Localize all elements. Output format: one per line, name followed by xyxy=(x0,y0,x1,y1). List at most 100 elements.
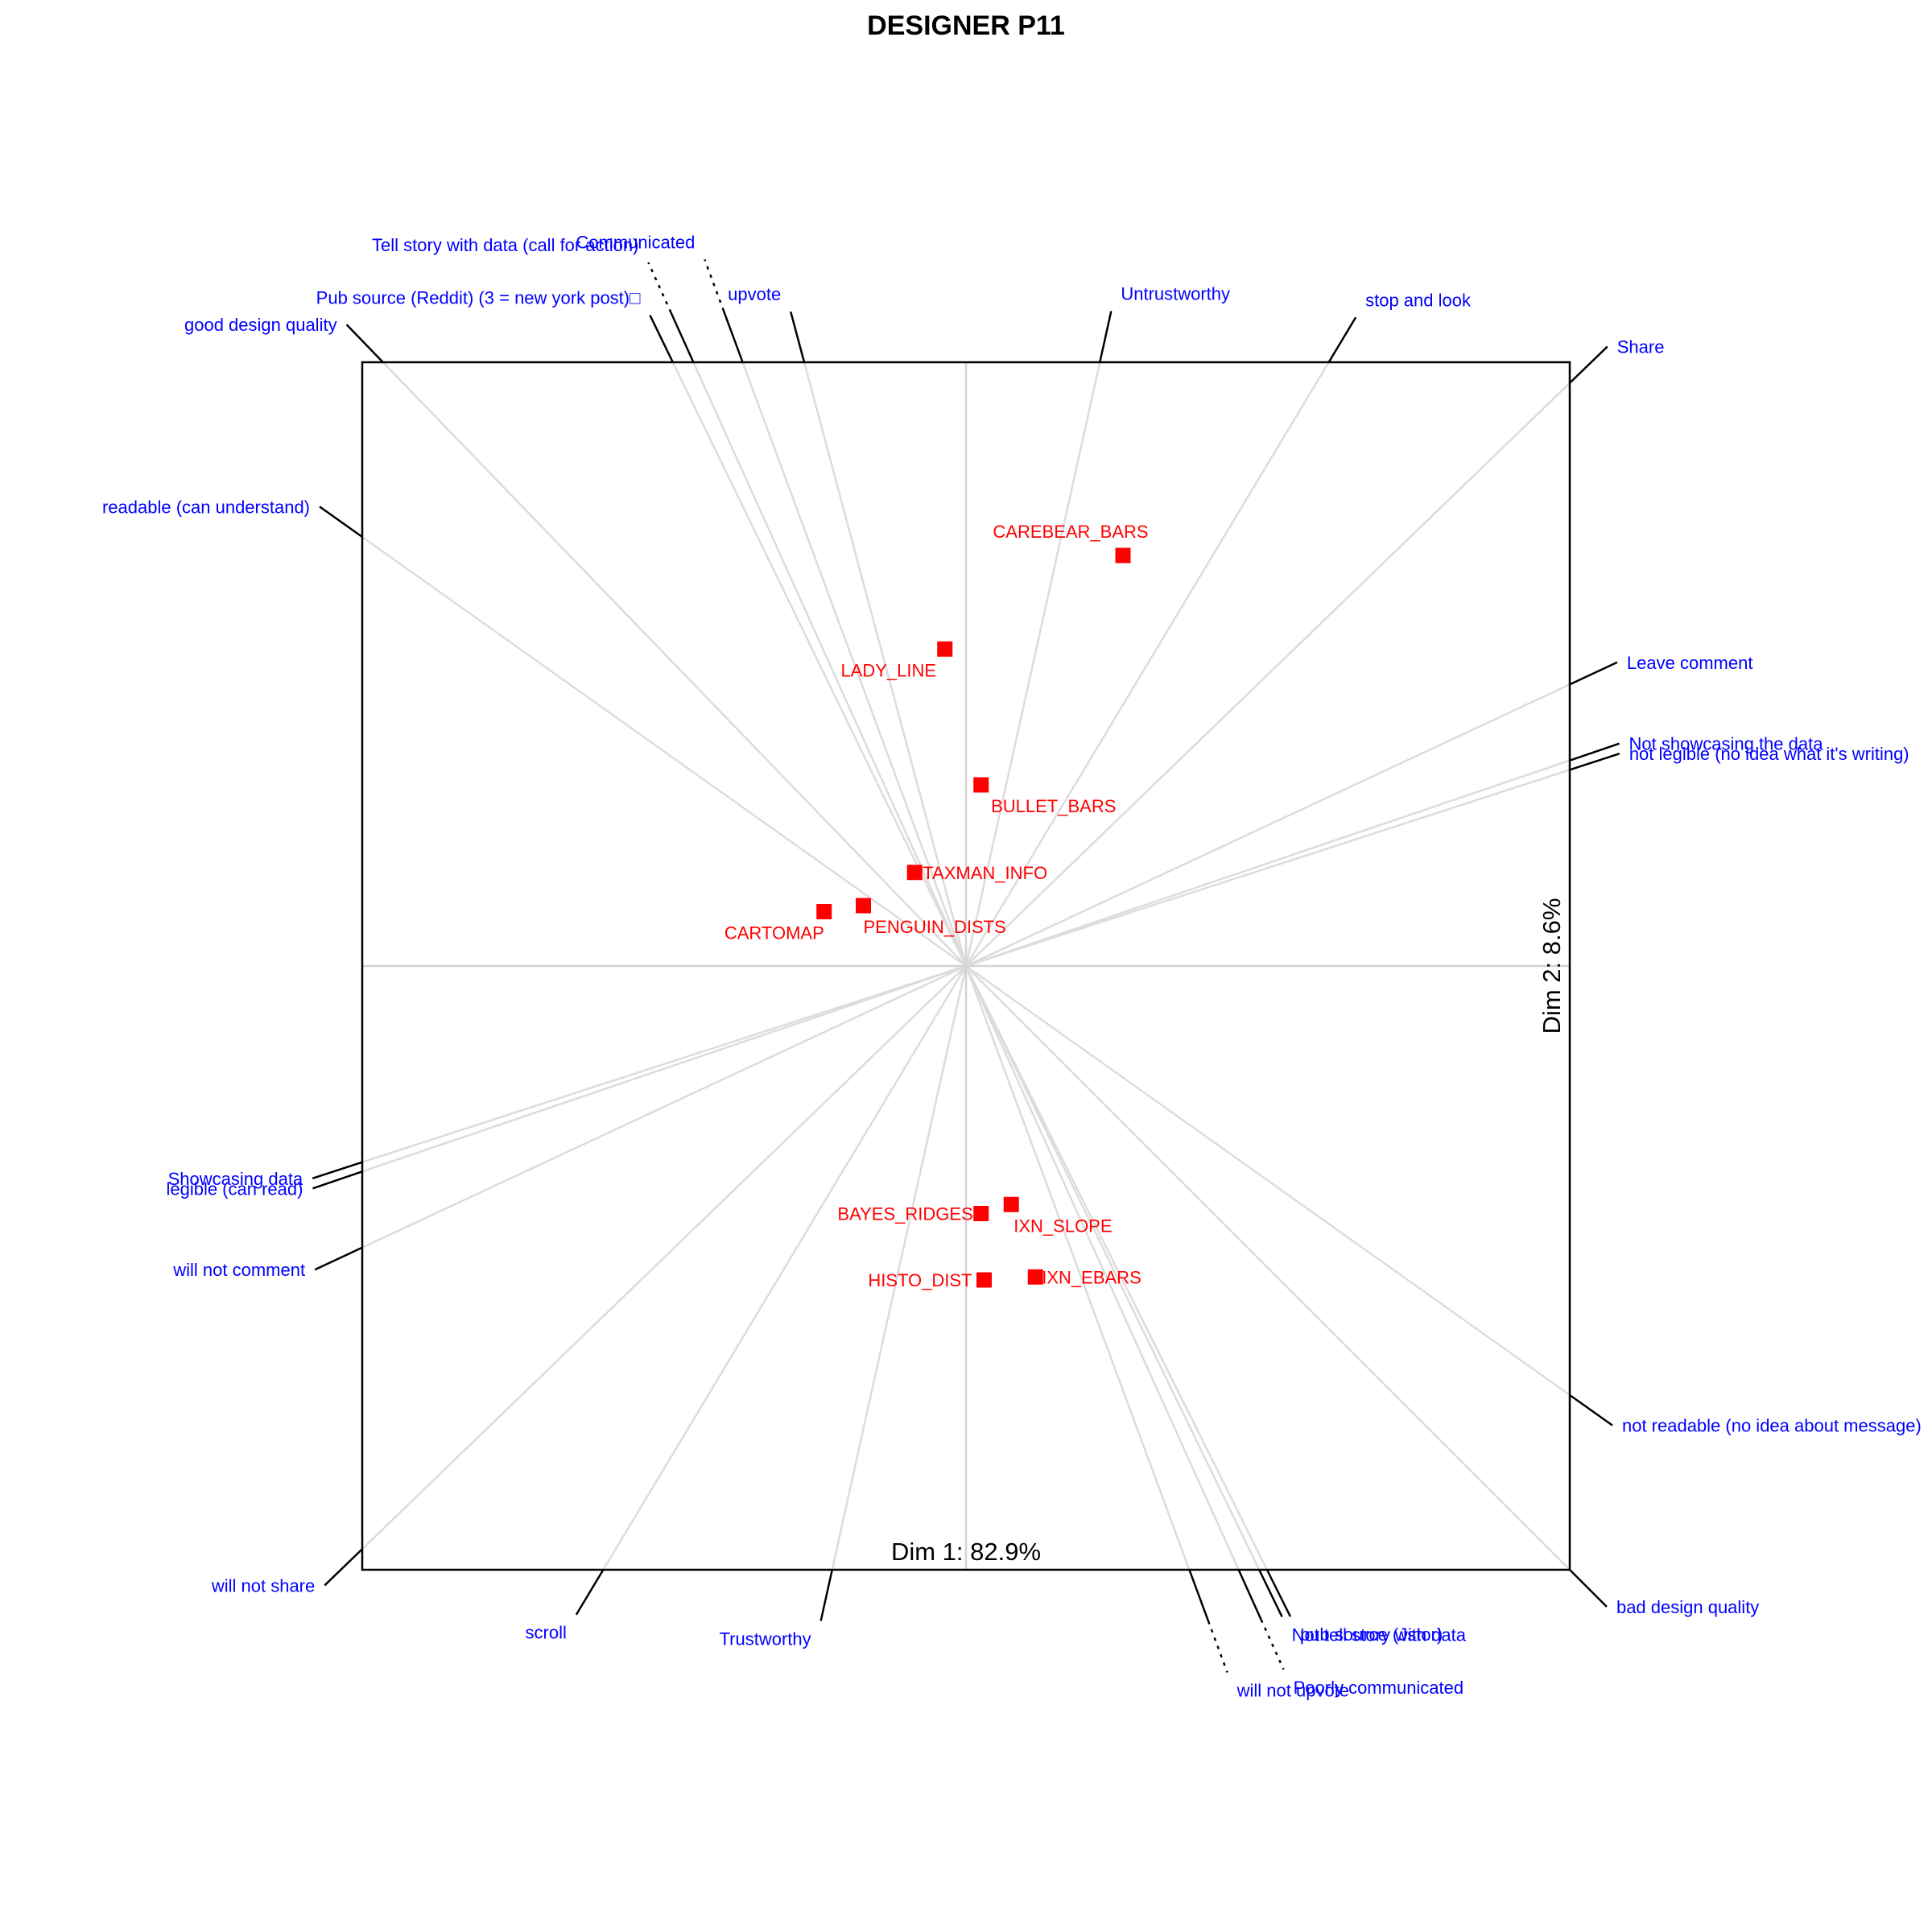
element-label-carebear-bars: CAREBEAR_BARS xyxy=(993,522,1148,542)
pole-tick-pub-source-reddit-3-new-york-post xyxy=(649,314,674,363)
construct-line-not-legible-no-idea-what-it-s-writing xyxy=(965,769,1571,968)
element-label-lady-line: LADY_LINE xyxy=(840,660,936,680)
pole-label-will-not-share: will not share xyxy=(211,1575,315,1596)
element-point-carebear-bars xyxy=(1115,547,1131,564)
pole-tick-will-not-share xyxy=(324,1548,363,1587)
element-label-penguin-dists: PENGUIN_DISTS xyxy=(864,917,1006,937)
element-point-penguin-dists xyxy=(856,898,871,914)
x-axis-label: Dim 1: 82.9% xyxy=(891,1538,1041,1566)
element-point-lady-line xyxy=(937,641,953,657)
pole-tick-legible-can-read xyxy=(312,1170,363,1190)
pole-label-scroll: scroll xyxy=(526,1623,567,1643)
construct-line-share xyxy=(965,382,1571,967)
pole-label-pub-source-reddit-3-new-york-post: Pub source (Reddit) (3 = new york post)□ xyxy=(316,288,641,308)
element-label-ixn-ebars: IXN_EBARS xyxy=(1042,1267,1141,1287)
construct-line-pub-source-jstor xyxy=(964,965,1269,1571)
construct-line-stop-and-look xyxy=(964,361,1330,967)
pole-label-not-legible-no-idea-what-it-s-writing: not legible (no idea what it's writing) xyxy=(1629,744,1909,764)
pole-label-untrustworthy: Untrustworthy xyxy=(1121,284,1230,304)
element-point-bullet-bars xyxy=(973,777,989,793)
pole-tick-not-tell-story-with-data xyxy=(1258,1569,1283,1618)
pole-label-not-tell-story-with-data: Not tell story with data xyxy=(1292,1624,1467,1645)
pole-label-trustworthy: Trustworthy xyxy=(720,1629,811,1649)
pole-label-will-not-upvote: will not upvote xyxy=(1236,1681,1349,1701)
pole-label-will-not-comment: will not comment xyxy=(172,1260,305,1280)
construct-line-upvote xyxy=(803,361,968,967)
pole-tick-pub-source-jstor xyxy=(1265,1569,1292,1617)
pole-label-not-showcasing-the-data: Not showcasing the data xyxy=(1629,734,1824,754)
pole-label-stop-and-look: stop and look xyxy=(1365,290,1472,310)
pole-tick-scroll xyxy=(575,1569,605,1616)
pole-tick-dotted-tell-story-with-data-call-for-action xyxy=(647,262,672,313)
construct-line-not-tell-story-with-data xyxy=(964,965,1261,1571)
pole-label-bad-design-quality: bad design quality xyxy=(1616,1597,1759,1617)
pole-tick-bad-design-quality xyxy=(1569,1569,1608,1608)
element-label-bullet-bars: BULLET_BARS xyxy=(991,796,1116,816)
construct-line-communicated xyxy=(741,361,968,967)
construct-line-legible-can-read xyxy=(361,964,967,1173)
plot-frame xyxy=(361,361,1571,1571)
pole-tick-leave-comment xyxy=(1569,661,1618,686)
pole-tick-will-not-comment xyxy=(314,1246,363,1271)
pole-tick-dotted-poorly-communicated xyxy=(1260,1619,1285,1670)
element-label-taxman-info: TAXMAN_INFO xyxy=(923,863,1047,883)
pole-ticks-layer xyxy=(312,259,1620,1673)
pole-label-good-design-quality: good design quality xyxy=(184,315,337,335)
construct-line-scroll xyxy=(602,965,968,1571)
construct-line-poorly-communicated xyxy=(964,965,1240,1571)
construct-line-not-showcasing-the-data xyxy=(965,759,1571,968)
pole-tick-poorly-communicated xyxy=(1237,1569,1262,1620)
pole-tick-not-legible-no-idea-what-it-s-writing xyxy=(1569,753,1620,771)
construct-line-readable-can-understand xyxy=(361,535,967,968)
element-point-ixn-slope xyxy=(1003,1196,1019,1212)
element-label-histo-dist: HISTO_DIST xyxy=(868,1270,972,1290)
pole-tick-readable-can-understand xyxy=(319,506,363,539)
element-point-ixn-ebars xyxy=(1027,1269,1043,1285)
pole-label-readable-can-understand: readable (can understand) xyxy=(102,497,310,517)
pole-tick-stop-and-look xyxy=(1327,316,1357,363)
pole-label-leave-comment: Leave comment xyxy=(1627,653,1753,673)
construct-line-showcasing-data xyxy=(361,964,967,1163)
construct-line-untrustworthy xyxy=(964,361,1101,967)
element-label-cartomap: CARTOMAP xyxy=(724,923,824,943)
element-label-ixn-slope: IXN_SLOPE xyxy=(1013,1216,1112,1236)
construct-lines-layer xyxy=(361,361,1571,1571)
element-point-cartomap xyxy=(816,904,832,919)
construct-line-will-not-share xyxy=(361,965,967,1550)
pole-label-poorly-communicated: Poorly communicated xyxy=(1294,1678,1464,1698)
construct-line-bad-design-quality xyxy=(965,965,1571,1571)
pole-label-share: Share xyxy=(1617,337,1665,357)
pole-label-not-readable-no-idea-about-message: not readable (no idea about message) xyxy=(1622,1416,1922,1436)
pole-label-tell-story-with-data-call-for-action: Tell story with data (call for action) xyxy=(372,235,638,255)
construct-line-will-not-comment xyxy=(361,964,967,1249)
pole-tick-good-design-quality xyxy=(345,324,384,363)
element-point-bayes-ridges xyxy=(973,1206,989,1221)
element-point-taxman-info xyxy=(906,865,923,881)
construct-line-will-not-upvote xyxy=(964,965,1191,1571)
y-axis-label: Dim 2: 8.6% xyxy=(1538,898,1566,1034)
pole-label-upvote: upvote xyxy=(728,284,781,304)
construct-line-good-design-quality xyxy=(382,361,967,967)
pole-label-communicated: Communicated xyxy=(576,232,695,252)
pole-tick-upvote xyxy=(790,311,806,363)
pole-label-showcasing-data: Showcasing data xyxy=(168,1169,303,1189)
construct-line-trustworthy xyxy=(831,965,968,1571)
pole-tick-not-readable-no-idea-about-message xyxy=(1569,1393,1613,1426)
pole-tick-not-showcasing-the-data xyxy=(1569,742,1620,762)
pole-tick-share xyxy=(1569,345,1608,384)
pole-tick-tell-story-with-data-call-for-action xyxy=(670,312,695,363)
pole-tick-untrustworthy xyxy=(1099,311,1113,363)
pole-tick-dotted-will-not-upvote xyxy=(1207,1620,1228,1673)
element-label-bayes-ridges: BAYES_RIDGES xyxy=(837,1204,972,1224)
pole-tick-showcasing-data xyxy=(312,1161,363,1179)
pole-tick-will-not-upvote xyxy=(1188,1569,1210,1622)
element-point-histo-dist xyxy=(976,1272,992,1288)
chart-title: DESIGNER P11 xyxy=(867,10,1065,41)
pole-label-legible-can-read: legible (can read) xyxy=(166,1179,303,1199)
construct-line-not-readable-no-idea-about-message xyxy=(965,964,1571,1397)
elements-layer: CAREBEAR_BARS LADY_LINE BULLET_BARS TAXMAN_… xyxy=(724,522,1149,1290)
pole-tick-communicated xyxy=(722,310,744,363)
pole-label-pub-source-jstor: pub source (Jstor) xyxy=(1300,1624,1443,1645)
